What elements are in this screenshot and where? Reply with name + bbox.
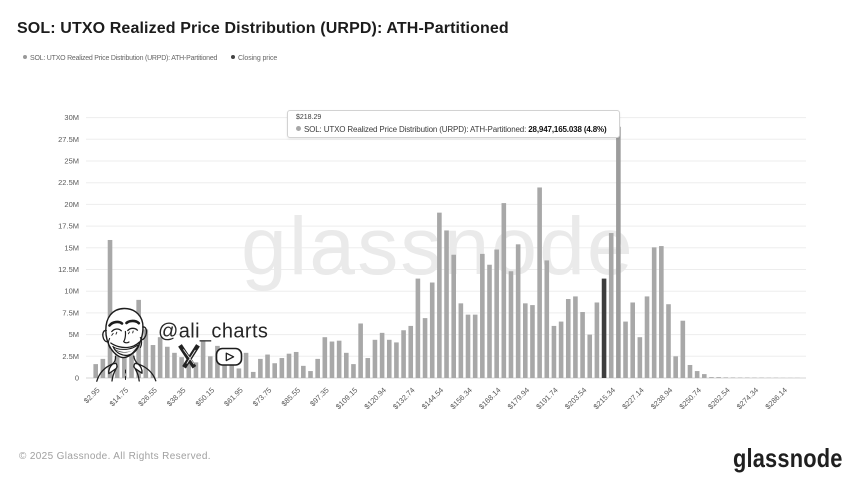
svg-text:$227.14: $227.14: [620, 386, 646, 412]
svg-text:$238.94: $238.94: [649, 386, 675, 412]
svg-text:$61.95: $61.95: [222, 386, 245, 409]
svg-text:$73.75: $73.75: [251, 386, 274, 409]
svg-text:10M: 10M: [64, 287, 79, 296]
svg-text:17.5M: 17.5M: [58, 222, 79, 231]
svg-text:$215.34: $215.34: [592, 386, 618, 412]
svg-text:$144.54: $144.54: [420, 386, 446, 412]
svg-text:$262.54: $262.54: [706, 386, 732, 412]
svg-text:$120.94: $120.94: [362, 386, 388, 412]
svg-text:@ali_charts: @ali_charts: [158, 321, 268, 343]
svg-text:$274.34: $274.34: [735, 386, 761, 412]
svg-text:$286.14: $286.14: [763, 386, 789, 412]
svg-text:$191.74: $191.74: [534, 386, 560, 412]
svg-text:$38.35: $38.35: [165, 386, 188, 409]
svg-text:$2.95: $2.95: [82, 386, 102, 406]
svg-text:12.5M: 12.5M: [58, 265, 79, 274]
svg-text:$97.35: $97.35: [308, 386, 331, 409]
svg-text:7.5M: 7.5M: [62, 308, 79, 317]
svg-text:15M: 15M: [64, 243, 79, 252]
svg-text:$50.15: $50.15: [194, 386, 217, 409]
svg-text:$85.55: $85.55: [280, 386, 303, 409]
svg-text:$250.74: $250.74: [677, 386, 703, 412]
svg-text:$109.15: $109.15: [334, 386, 360, 412]
svg-text:30M: 30M: [64, 113, 79, 122]
svg-text:$132.74: $132.74: [391, 386, 417, 412]
svg-text:$14.75: $14.75: [108, 386, 131, 409]
svg-text:0: 0: [75, 374, 79, 383]
svg-text:5M: 5M: [69, 330, 79, 339]
svg-text:$156.34: $156.34: [448, 386, 474, 412]
svg-text:$203.54: $203.54: [563, 386, 589, 412]
svg-text:27.5M: 27.5M: [58, 135, 79, 144]
svg-text:$168.14: $168.14: [477, 386, 503, 412]
svg-text:glassnode: glassnode: [241, 201, 635, 292]
svg-text:$179.94: $179.94: [506, 386, 532, 412]
svg-text:$26.55: $26.55: [136, 386, 159, 409]
svg-text:2.5M: 2.5M: [62, 352, 79, 361]
svg-text:22.5M: 22.5M: [58, 178, 79, 187]
svg-text:20M: 20M: [64, 200, 79, 209]
svg-text:25M: 25M: [64, 157, 79, 166]
